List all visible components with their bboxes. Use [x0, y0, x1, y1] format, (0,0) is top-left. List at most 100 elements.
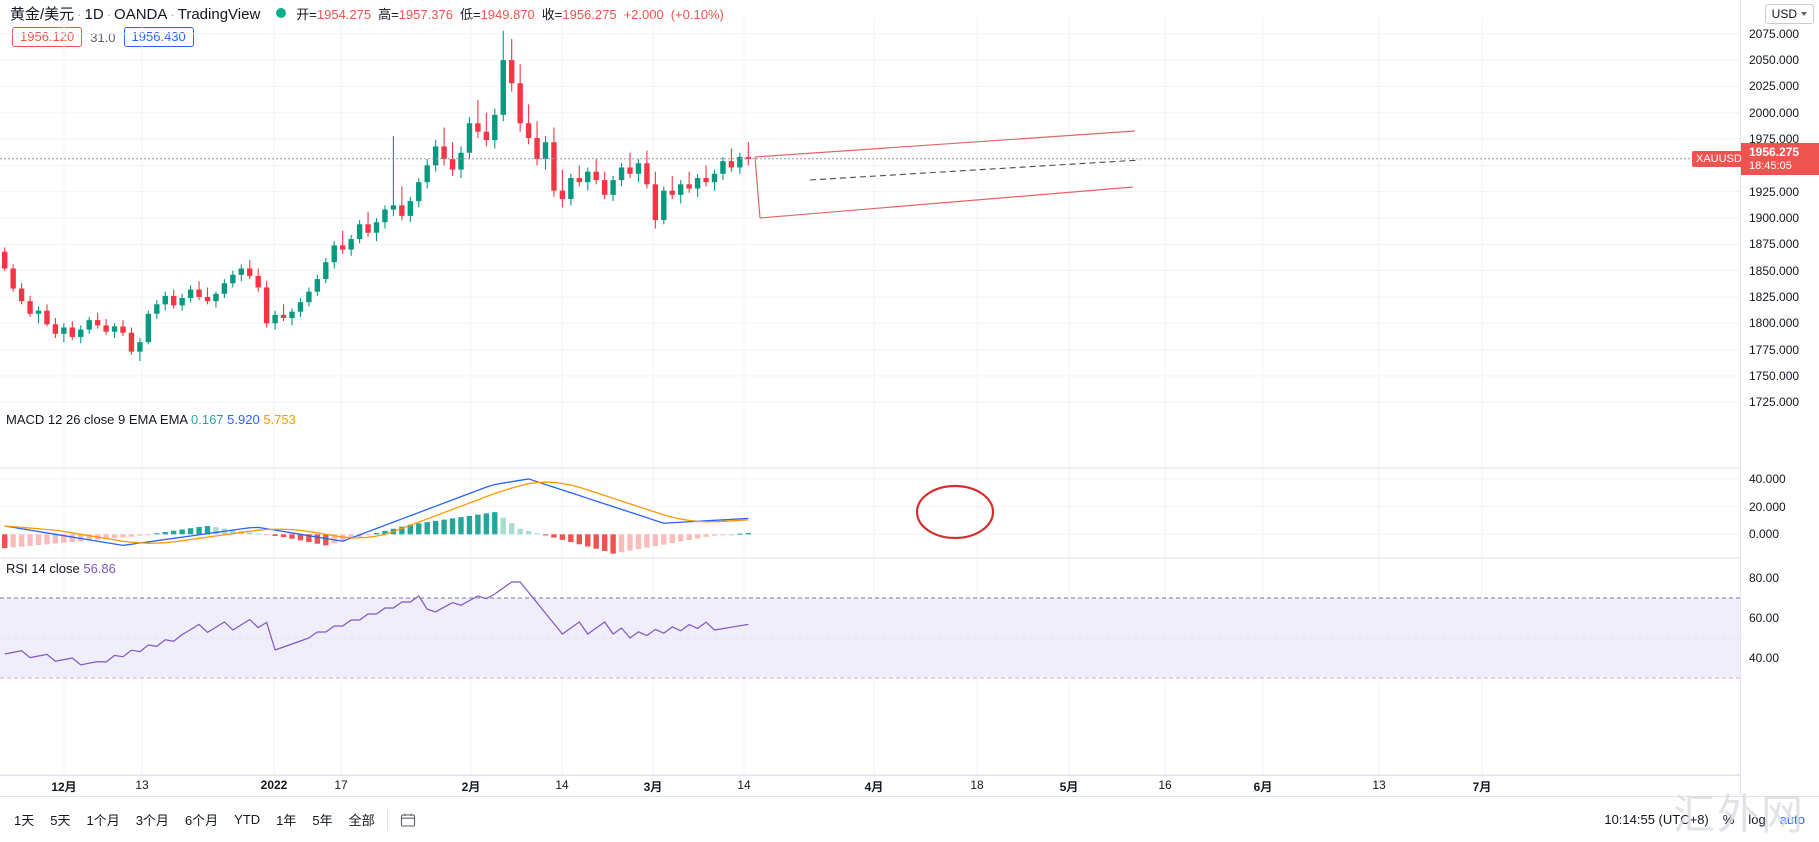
- candle-body[interactable]: [382, 209, 388, 223]
- candle-body[interactable]: [745, 156, 751, 160]
- range-button-3个月[interactable]: 3个月: [135, 813, 169, 828]
- candle-body[interactable]: [35, 310, 42, 314]
- candle-body[interactable]: [137, 342, 143, 352]
- candle-body[interactable]: [196, 289, 202, 297]
- candle-body[interactable]: [365, 224, 371, 233]
- candle-body[interactable]: [644, 163, 650, 185]
- candle-body[interactable]: [255, 275, 261, 288]
- candle-body[interactable]: [559, 190, 566, 200]
- currency-selector[interactable]: USD: [1764, 4, 1814, 24]
- candle-body[interactable]: [399, 205, 405, 216]
- candle-body[interactable]: [18, 288, 25, 302]
- range-button-5年[interactable]: 5年: [312, 813, 333, 828]
- exchange-label[interactable]: OANDA: [114, 6, 168, 23]
- time-axis[interactable]: 12月 13 2022 17 2月 14 3月 14 4月 18 5月 16 6月 13 7月: [0, 775, 1740, 796]
- range-button-5天[interactable]: 5天: [50, 813, 71, 828]
- auto-scale-button[interactable]: auto: [1779, 812, 1805, 827]
- candle-body[interactable]: [179, 298, 185, 306]
- candle-body[interactable]: [187, 289, 194, 298]
- candle-body[interactable]: [424, 165, 430, 183]
- candle-body[interactable]: [373, 222, 380, 233]
- candle-body[interactable]: [221, 283, 228, 294]
- candle-body[interactable]: [331, 245, 337, 263]
- candle-body[interactable]: [61, 327, 67, 334]
- candle-body[interactable]: [542, 142, 549, 160]
- candle-body[interactable]: [432, 146, 439, 166]
- candle-body[interactable]: [154, 304, 160, 314]
- range-button-6个月[interactable]: 6个月: [184, 813, 219, 828]
- candle-body[interactable]: [610, 180, 616, 195]
- resistance-dashed[interactable]: [809, 159, 1141, 181]
- candle-body[interactable]: [720, 161, 726, 174]
- range-button-1年[interactable]: 1年: [276, 813, 297, 828]
- candle-body[interactable]: [86, 320, 92, 330]
- candle-body[interactable]: [2, 251, 8, 269]
- candle-body[interactable]: [69, 327, 75, 337]
- candle-body[interactable]: [416, 182, 422, 202]
- price-axis[interactable]: USD 2075.000 2050.000 2025.000 2000.000 1975…: [1740, 0, 1819, 795]
- candle-body[interactable]: [390, 205, 397, 210]
- candle-body[interactable]: [686, 184, 692, 189]
- candle-body[interactable]: [314, 279, 321, 292]
- candle-body[interactable]: [551, 142, 557, 191]
- candle-body[interactable]: [145, 313, 152, 343]
- candle-body[interactable]: [120, 326, 126, 333]
- candle-body[interactable]: [635, 163, 642, 174]
- range-button-1天[interactable]: 1天: [14, 813, 35, 828]
- clock-label[interactable]: 10:14:55 (UTC+8): [1604, 812, 1709, 827]
- current-price-badge[interactable]: 1956.275 18:45:05: [1741, 142, 1819, 175]
- candle-body[interactable]: [441, 146, 447, 160]
- bid-price[interactable]: 1956.120: [12, 27, 83, 47]
- candle-body[interactable]: [263, 287, 270, 324]
- candle-body[interactable]: [652, 184, 659, 221]
- candle-body[interactable]: [449, 159, 456, 170]
- candle-body[interactable]: [517, 83, 523, 124]
- candle-body[interactable]: [678, 184, 684, 195]
- percent-scale-button[interactable]: %: [1722, 812, 1735, 827]
- candle-body[interactable]: [475, 123, 481, 132]
- candle-body[interactable]: [272, 314, 278, 324]
- interval-label[interactable]: 1D: [84, 6, 104, 23]
- log-scale-button[interactable]: log: [1748, 812, 1766, 827]
- candle-body[interactable]: [213, 293, 219, 302]
- chart-canvas[interactable]: [0, 0, 1740, 795]
- candle-body[interactable]: [297, 302, 304, 312]
- candle-body[interactable]: [728, 161, 735, 168]
- candle-body[interactable]: [306, 291, 312, 303]
- candle-body[interactable]: [289, 311, 295, 318]
- candle-body[interactable]: [52, 324, 59, 334]
- calendar-icon[interactable]: [400, 812, 416, 828]
- candle-body[interactable]: [737, 156, 743, 168]
- candle-body[interactable]: [247, 268, 253, 276]
- candle-body[interactable]: [661, 190, 667, 221]
- candle-body[interactable]: [483, 131, 490, 141]
- candle-body[interactable]: [348, 239, 354, 250]
- ask-price[interactable]: 1956.430: [123, 27, 194, 47]
- candle-body[interactable]: [10, 268, 16, 289]
- candle-body[interactable]: [103, 325, 109, 332]
- candle-body[interactable]: [509, 60, 515, 84]
- candle-body[interactable]: [703, 178, 709, 183]
- range-button-YTD[interactable]: YTD: [234, 812, 261, 827]
- candle-body[interactable]: [280, 314, 287, 318]
- macd-crossover-highlight[interactable]: [915, 484, 995, 540]
- candle-body[interactable]: [500, 60, 506, 115]
- ascending-channel-upper[interactable]: [754, 130, 1136, 158]
- symbol-price-badge[interactable]: XAUUSD: [1692, 150, 1746, 167]
- candle-body[interactable]: [593, 171, 599, 181]
- candle-body[interactable]: [44, 310, 50, 325]
- candle-body[interactable]: [711, 173, 718, 183]
- candle-body[interactable]: [162, 295, 168, 305]
- candle-body[interactable]: [601, 180, 608, 195]
- macd-legend[interactable]: MACD 12 26 close 9 EMA EMA 0.167 5.920 5…: [6, 412, 296, 427]
- candle-body[interactable]: [568, 178, 574, 200]
- candle-body[interactable]: [627, 167, 633, 174]
- candle-body[interactable]: [238, 268, 244, 275]
- candle-body[interactable]: [94, 320, 101, 326]
- candle-body[interactable]: [111, 326, 118, 332]
- candle-body[interactable]: [458, 152, 464, 170]
- candle-body[interactable]: [525, 123, 532, 138]
- provider-label[interactable]: TradingView: [177, 6, 261, 23]
- ascending-channel-lower[interactable]: [759, 186, 1134, 219]
- candle-body[interactable]: [618, 167, 625, 181]
